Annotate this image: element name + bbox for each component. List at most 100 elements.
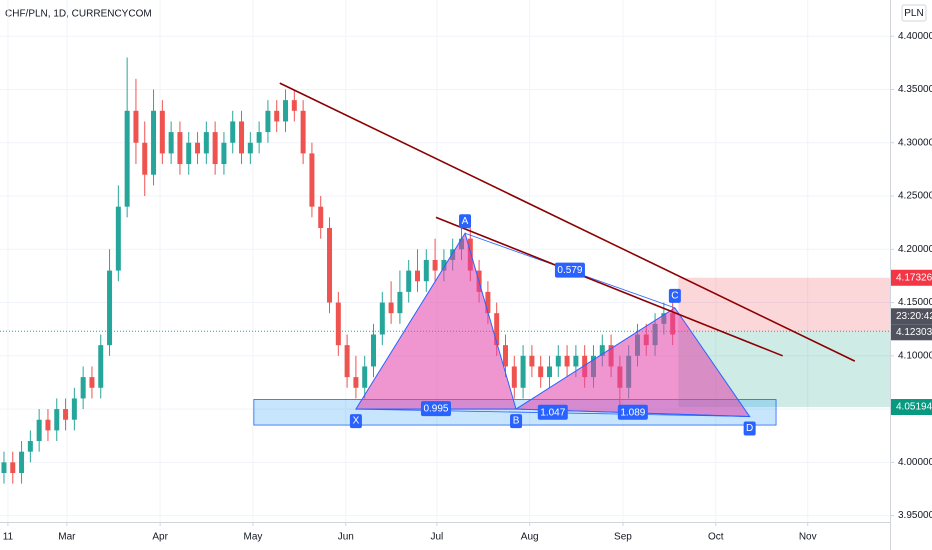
- candle-body: [502, 345, 508, 367]
- ratio-label: 1.089: [620, 407, 645, 418]
- last-price-label-box: [891, 324, 932, 341]
- candle-body: [10, 462, 16, 473]
- candle-body: [36, 419, 42, 442]
- y-tick-label: 4.30000: [898, 137, 932, 148]
- candle-body: [133, 110, 139, 143]
- point-label-box: [349, 414, 362, 429]
- candle-body: [283, 100, 289, 122]
- ratio-label-box: [420, 401, 451, 417]
- x-tick-label: May: [244, 532, 263, 543]
- candle-body: [309, 153, 315, 207]
- candle-body: [212, 132, 218, 165]
- countdown-label-box: [891, 308, 932, 325]
- candle-body: [564, 355, 570, 367]
- candle-body: [98, 345, 104, 388]
- y-tick-label: 4.10000: [898, 350, 932, 361]
- stop-price-label-box: [891, 269, 932, 286]
- y-tick-label: 4.00000: [898, 457, 932, 468]
- x-tick-label: Mar: [58, 532, 76, 543]
- candle-body: [555, 355, 561, 367]
- y-tick-label: 4.40000: [898, 31, 932, 42]
- candle-body: [54, 409, 60, 431]
- ratio-label: 1.047: [540, 407, 565, 418]
- stop-zone: [678, 277, 890, 332]
- currency[interactable]: PLN: [904, 8, 923, 19]
- candle-body: [485, 291, 491, 314]
- point-label: A: [462, 216, 469, 227]
- ratio-label-box: [554, 262, 585, 278]
- last-price-label: 4.12303: [896, 327, 932, 338]
- candle-body: [195, 142, 201, 154]
- candle-body: [291, 100, 297, 111]
- candle-body: [107, 270, 113, 346]
- candle-body: [256, 132, 262, 143]
- candle-body: [168, 132, 174, 154]
- candle-body: [538, 366, 544, 378]
- candle-body: [327, 227, 333, 303]
- y-tick-label: 4.20000: [898, 244, 932, 255]
- candle-body: [406, 270, 412, 292]
- candle-body: [159, 110, 165, 154]
- candle-body: [274, 110, 280, 122]
- target-price-label: 4.05194: [896, 402, 932, 413]
- y-tick-label: 4.25000: [898, 191, 932, 202]
- x-tick-label: Apr: [152, 532, 168, 543]
- ratio-label: 0.995: [423, 404, 448, 415]
- point-label: D: [746, 423, 753, 434]
- candle-body: [362, 366, 368, 388]
- x-tick-label: Oct: [708, 532, 724, 543]
- x-tick-label: Aug: [521, 532, 539, 543]
- candle-body: [388, 302, 394, 314]
- candle-body: [151, 110, 157, 175]
- candle-body: [89, 377, 95, 388]
- candle-body: [221, 142, 227, 165]
- currency-box[interactable]: [901, 4, 927, 22]
- candle-body: [511, 366, 517, 388]
- target-price-label-box: [891, 399, 932, 416]
- candle-body: [115, 206, 121, 271]
- candle-body: [71, 398, 77, 420]
- candle-body: [379, 302, 385, 335]
- candle-body: [27, 441, 33, 452]
- candle-body: [230, 121, 236, 143]
- ratio-label-box: [537, 404, 568, 420]
- candle-body: [529, 355, 535, 367]
- ratio-label: 0.579: [557, 265, 582, 276]
- y-tick-label: 3.95000: [898, 510, 932, 521]
- ratio-label-box: [617, 404, 648, 420]
- point-label-box: [743, 421, 756, 436]
- candle-body: [494, 313, 500, 346]
- candle-body: [203, 132, 209, 154]
- candle-body: [63, 409, 69, 420]
- x-tick-label: Jun: [338, 532, 354, 543]
- point-label: B: [513, 416, 520, 427]
- point-label: C: [671, 291, 678, 302]
- candle-body: [142, 142, 148, 175]
- candle-body: [520, 355, 526, 388]
- x-tick-label: 11: [3, 532, 14, 543]
- x-tick-label: Jul: [430, 532, 443, 543]
- candle-body: [186, 142, 192, 165]
- chart-title: CHF/PLN, 1D, CURRENCYCOM: [5, 9, 152, 20]
- candle-body: [247, 142, 253, 154]
- y-tick-label: 4.15000: [898, 297, 932, 308]
- candle-body: [300, 110, 306, 154]
- x-tick-label: Sep: [614, 532, 632, 543]
- candle-body: [397, 291, 403, 314]
- candle-body: [239, 121, 245, 154]
- candle-body: [432, 259, 438, 271]
- point-label-box: [510, 414, 523, 429]
- trendline: [435, 216, 783, 357]
- point-label: X: [353, 416, 360, 427]
- candle-body: [353, 377, 359, 388]
- trendline: [279, 82, 856, 362]
- x-tick-label: Nov: [799, 532, 817, 543]
- stop-price-label: 4.17326: [896, 272, 932, 283]
- y-tick-label: 4.35000: [898, 84, 932, 95]
- candle-body: [1, 462, 7, 473]
- candle-body: [335, 302, 341, 346]
- candle-body: [546, 366, 552, 378]
- candle-body: [415, 270, 421, 282]
- candle-body: [124, 110, 130, 207]
